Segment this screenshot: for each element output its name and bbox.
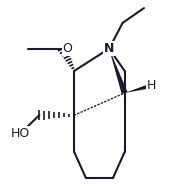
- Text: H: H: [147, 79, 156, 92]
- Text: O: O: [63, 42, 72, 55]
- Polygon shape: [125, 83, 152, 93]
- Text: HO: HO: [10, 127, 30, 140]
- Text: N: N: [104, 42, 114, 55]
- Polygon shape: [109, 49, 128, 94]
